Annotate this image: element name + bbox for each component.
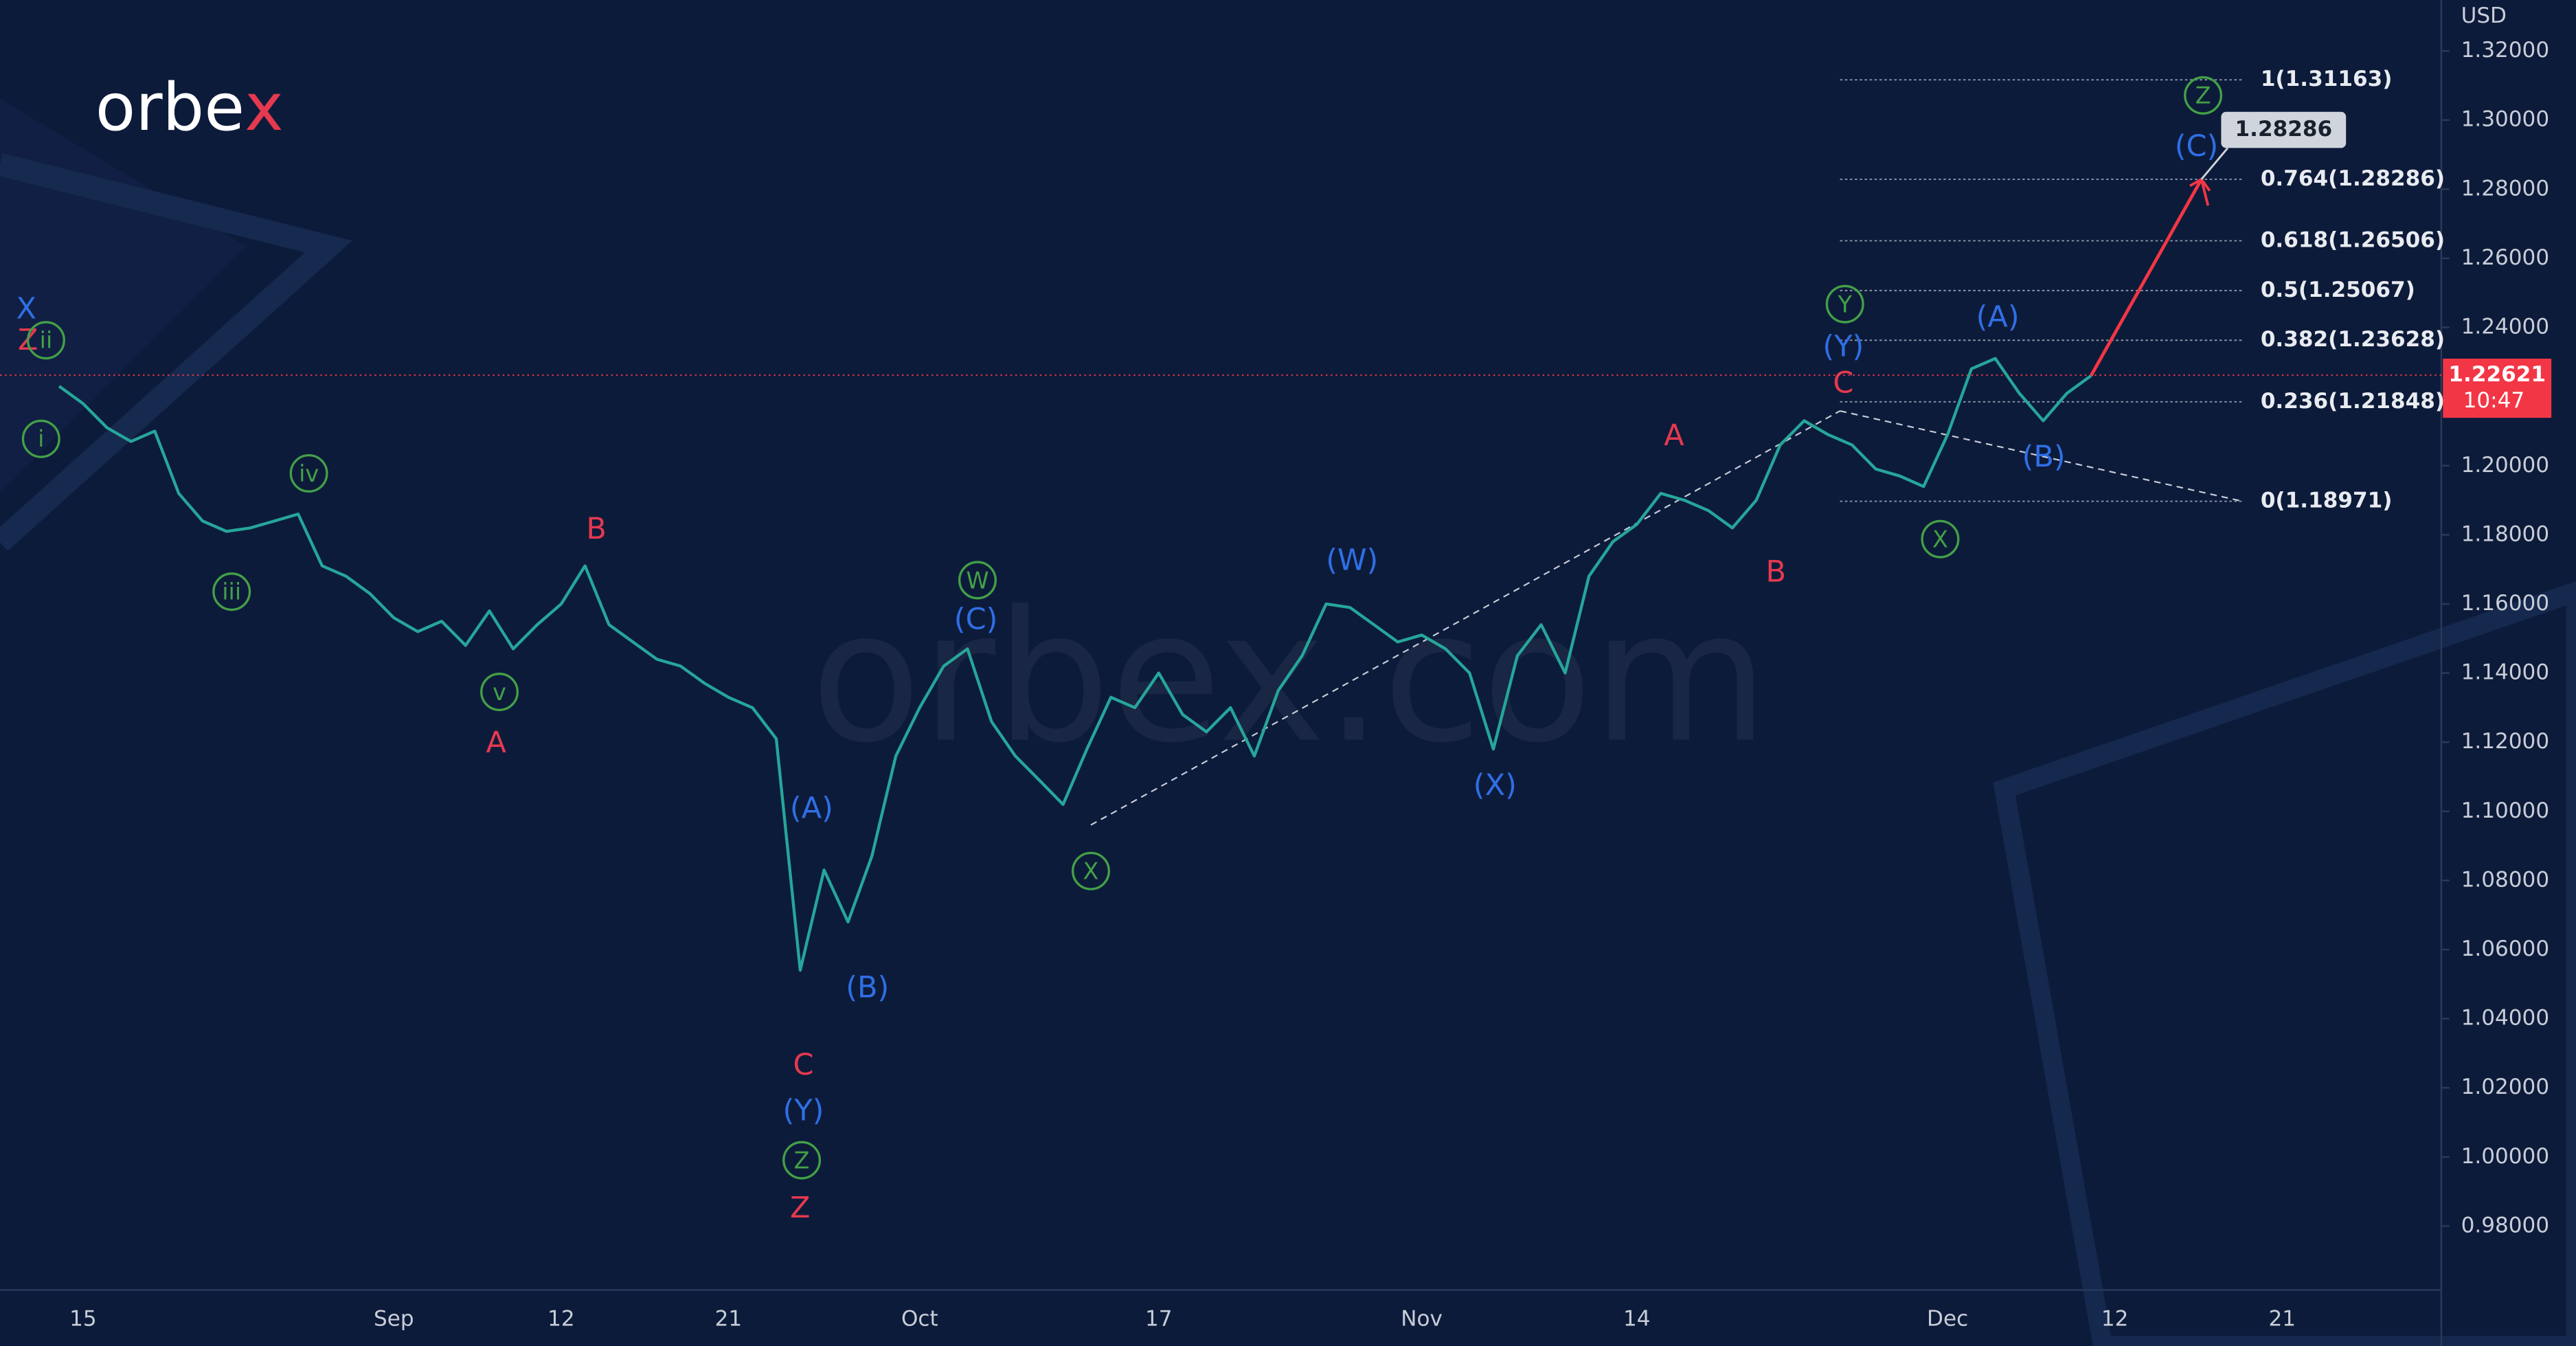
wave-label: B [586,512,607,546]
y-tick-label: 1.20000 [2461,453,2550,478]
wave-label: B [1766,554,1787,589]
x-tick-label: 21 [715,1307,743,1332]
fib-label: 1(1.31163) [2261,67,2393,91]
wave-label: (W) [1326,543,1378,578]
wave-label: W [966,567,988,594]
wave-label: X [1932,526,1948,552]
x-tick-label: 17 [1145,1307,1173,1332]
logo-part: orbe [95,69,245,146]
wave-label: (B) [2022,440,2066,474]
wave-label: iv [299,460,319,487]
price-tag-value: 1.22621 [2448,362,2546,387]
wave-label: C [793,1048,813,1082]
target-label: 1.28286 [2235,117,2333,142]
y-tick-label: 1.26000 [2461,245,2550,270]
y-tick-label: 1.30000 [2461,107,2550,132]
wave-circle [26,321,65,360]
y-tick-label: 1.18000 [2461,521,2550,546]
y-tick-label: 1.10000 [2461,798,2550,823]
target-connector [2200,147,2229,180]
y-tick-label: 1.32000 [2461,38,2550,63]
wave-label: iii [222,579,241,605]
y-tick-label: 1.16000 [2461,591,2550,616]
x-tick-label: Oct [901,1307,938,1332]
x-tick-label: 14 [1623,1307,1651,1332]
y-tick-label: 1.14000 [2461,660,2550,685]
y-tick-label: 1.28000 [2461,176,2550,201]
fib-label: 0.382(1.23628) [2261,327,2445,352]
x-tick-label: 12 [2101,1307,2129,1332]
wave-label: i [38,426,44,453]
y-tick-label: 1.24000 [2461,315,2550,339]
wave-circle [212,572,251,612]
price-line [58,357,2092,972]
fib-label: 0.618(1.26506) [2261,227,2445,252]
wave-label: (C) [2175,129,2219,164]
price-tag [2443,358,2552,418]
wave-circle [958,561,997,600]
wave-circle [2184,76,2223,115]
wave-label: (B) [846,970,889,1005]
y-tick-label: 1.08000 [2461,867,2550,892]
wave-label: (A) [1976,300,2020,335]
x-tick-label: 21 [2268,1307,2296,1332]
wave-circle [289,453,328,493]
wave-circle [480,673,519,711]
forecast-arrowhead [2189,177,2211,206]
fib-label: 0.764(1.28286) [2261,166,2445,191]
wave-label: (A) [790,792,833,826]
fib-label: 0(1.18971) [2261,489,2393,513]
wave-label: A [486,726,507,760]
x-tick-label: 12 [547,1307,575,1332]
wave-label: X [16,292,36,326]
currency-label: USD [2461,3,2507,28]
wave-label: v [493,679,506,706]
wave-label: Z [790,1191,810,1225]
target-box [2221,111,2347,148]
wave-label: Z [2195,82,2211,109]
wave-circle [782,1141,822,1180]
price-tag-countdown: 10:47 [2463,388,2525,413]
wave-label: A [1664,418,1684,453]
wave-circle [21,419,60,458]
trend-line [1090,410,1841,826]
wave-label: (Y) [1822,330,1864,364]
wave-circle [1825,284,1864,324]
x-tick-label: 15 [69,1307,97,1332]
wave-label: X [1083,858,1099,885]
x-tick-label: Dec [1927,1307,1968,1332]
y-tick-label: 1.04000 [2461,1006,2550,1031]
y-tick-label: 1.02000 [2461,1075,2550,1099]
wave-label: (C) [954,603,998,637]
wave-label: (X) [1473,768,1517,803]
wave-label: Y [1838,291,1853,317]
y-tick-label: 1.00000 [2461,1144,2550,1169]
fib-label: 0.236(1.21848) [2261,389,2445,414]
logo: orbex [95,69,284,146]
y-tick-label: 1.12000 [2461,729,2550,754]
x-tick-label: Sep [374,1307,414,1332]
wave-circle [1072,851,1110,890]
wave-label: (Y) [783,1094,824,1128]
wave-circle [1921,519,1960,559]
y-tick-label: 1.06000 [2461,936,2550,961]
logo-part: x [245,69,284,146]
forecast-arrow [2089,178,2203,377]
fib-label: 0.5(1.25067) [2261,278,2415,302]
decor [0,153,352,551]
watermark: orbex.com [811,573,1768,783]
decor [0,98,247,493]
wave-label: C [1833,366,1853,400]
x-tick-label: Nov [1401,1307,1443,1332]
wave-label: Z [794,1147,810,1174]
y-tick-label: 0.98000 [2461,1213,2550,1237]
wave-label: ii [40,327,53,354]
